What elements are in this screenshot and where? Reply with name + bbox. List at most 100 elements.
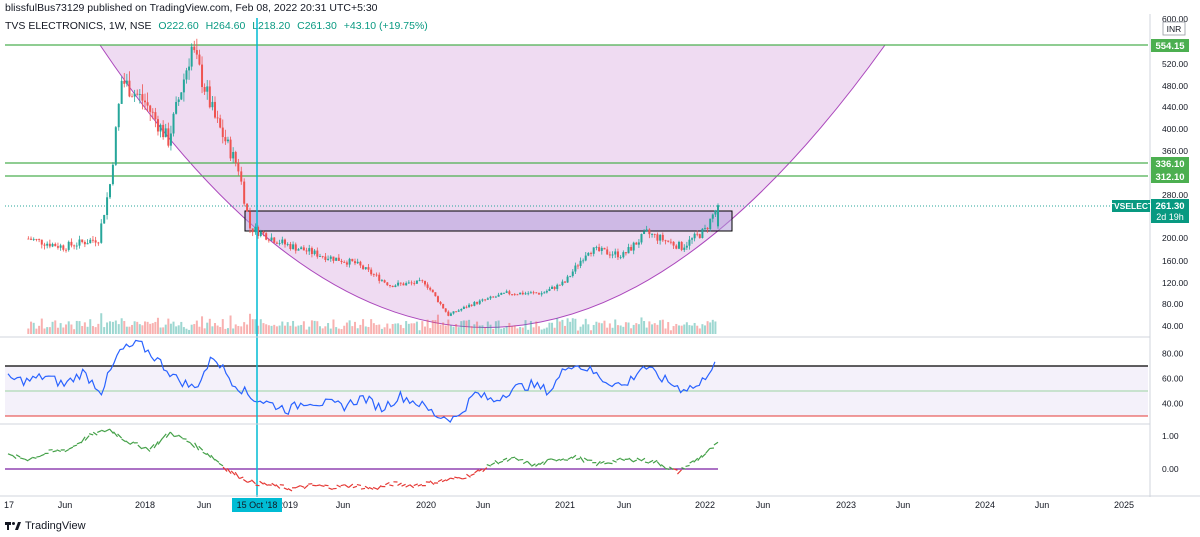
volume-bar (305, 329, 308, 334)
candle-body (529, 292, 532, 294)
volume-bar (97, 323, 100, 334)
osc-segment (608, 462, 613, 465)
cup-shape[interactable] (99, 44, 886, 328)
volume-bars (27, 313, 717, 334)
candle-body (527, 293, 530, 295)
osc-segment (470, 473, 475, 477)
volume-bar (418, 330, 421, 334)
volume-bar (224, 328, 227, 334)
candle-body (574, 265, 577, 272)
osc-segment (604, 462, 609, 465)
time-tick-label: 2019 (278, 500, 298, 510)
volume-bar (327, 323, 330, 334)
candle-body (91, 239, 94, 241)
candle-body (468, 304, 471, 308)
osc-segment (149, 443, 155, 450)
candle-body (389, 285, 391, 286)
ticker-badge[interactable]: TVSELECT (1109, 200, 1154, 212)
volume-bar (540, 329, 543, 334)
volume-bar (372, 323, 375, 334)
volume-bar (564, 325, 566, 334)
rsi-axis[interactable]: 40.00 60.00 80.00 (1162, 349, 1184, 409)
ohlc-open: O222.60 (158, 20, 199, 32)
candle-body (190, 46, 193, 67)
osc-segment (101, 429, 106, 433)
candle-body (558, 284, 561, 286)
volume-bar (275, 326, 278, 334)
volume-bar (600, 323, 603, 334)
osc-segment (259, 480, 264, 485)
osc-segment (526, 460, 532, 466)
volume-bar (410, 323, 413, 334)
osc-axis[interactable]: 0.00 1.00 (1162, 431, 1179, 474)
volume-bar (114, 320, 117, 334)
volume-bar (232, 328, 235, 334)
volume-bar (340, 329, 343, 334)
osc-segment (571, 454, 577, 459)
volume-bar (574, 318, 577, 334)
candle-body (75, 245, 78, 247)
volume-bar (216, 325, 219, 334)
candle-body (35, 239, 38, 240)
volume-bar (584, 318, 587, 334)
candle-body (667, 240, 670, 242)
time-tick-label: 2018 (135, 500, 155, 510)
candle-body (138, 94, 141, 95)
price-tick-label: 400.00 (1162, 124, 1188, 134)
osc-segment (23, 458, 29, 462)
osc-segment (490, 462, 496, 466)
candle-body (462, 306, 465, 309)
osc-segment (632, 459, 638, 463)
candle-body (688, 239, 691, 246)
candle-body (643, 231, 646, 234)
volume-bar (603, 320, 606, 334)
volume-bar (133, 321, 136, 334)
candle-body (65, 249, 68, 251)
osc-segment (121, 438, 126, 443)
volume-bar (46, 327, 49, 334)
time-tick-label: 17 (4, 500, 14, 510)
price-axis[interactable]: 40.0080.00120.00160.00200.00240.00280.00… (1162, 14, 1188, 331)
candle-body (172, 113, 175, 134)
time-axis[interactable]: 17 Jun 2018 Jun 2019 Jun 2020 Jun 2021 Jun 2022 Jun… (4, 500, 1134, 510)
candle-body (675, 245, 678, 249)
footer-brand[interactable]: TradingView (5, 520, 86, 532)
candle-body (372, 274, 375, 276)
osc-segment (620, 458, 625, 462)
osc-segment (344, 484, 350, 489)
volume-bar (289, 325, 292, 334)
candle-body (51, 243, 54, 247)
volume-bar (688, 325, 691, 334)
volume-bar (257, 325, 260, 334)
volume-bar (94, 327, 97, 334)
volume-bar (367, 326, 370, 334)
volume-bar (297, 325, 300, 334)
volume-bar (627, 322, 630, 334)
ohlc-change: +43.10 (+19.75%) (343, 20, 428, 32)
volume-bar (462, 320, 465, 334)
candle-body (169, 133, 172, 146)
osc-segment (693, 457, 699, 463)
volume-bar (313, 320, 316, 334)
volume-bar (128, 326, 131, 334)
candle-body (38, 239, 41, 241)
candle-body (704, 227, 706, 229)
osc-segment (478, 468, 483, 472)
symbol-name[interactable]: TVS ELECTRONICS, 1W, NSE (5, 20, 152, 32)
candle-body (632, 242, 635, 251)
volume-bar (201, 316, 204, 334)
osc-segment (494, 460, 500, 465)
volume-bar (321, 328, 324, 334)
volume-bar (308, 326, 311, 334)
candle-body (614, 251, 617, 255)
osc-segment (567, 456, 573, 460)
candle-body (399, 282, 402, 284)
publisher-line: blissfulBus73129 published on TradingVie… (5, 2, 378, 14)
candle-body (216, 117, 219, 119)
candle-body (302, 247, 305, 251)
osc-segment (226, 467, 232, 474)
candle-body (486, 298, 489, 300)
breakout-zone[interactable] (244, 210, 733, 232)
volume-bar (172, 321, 175, 334)
